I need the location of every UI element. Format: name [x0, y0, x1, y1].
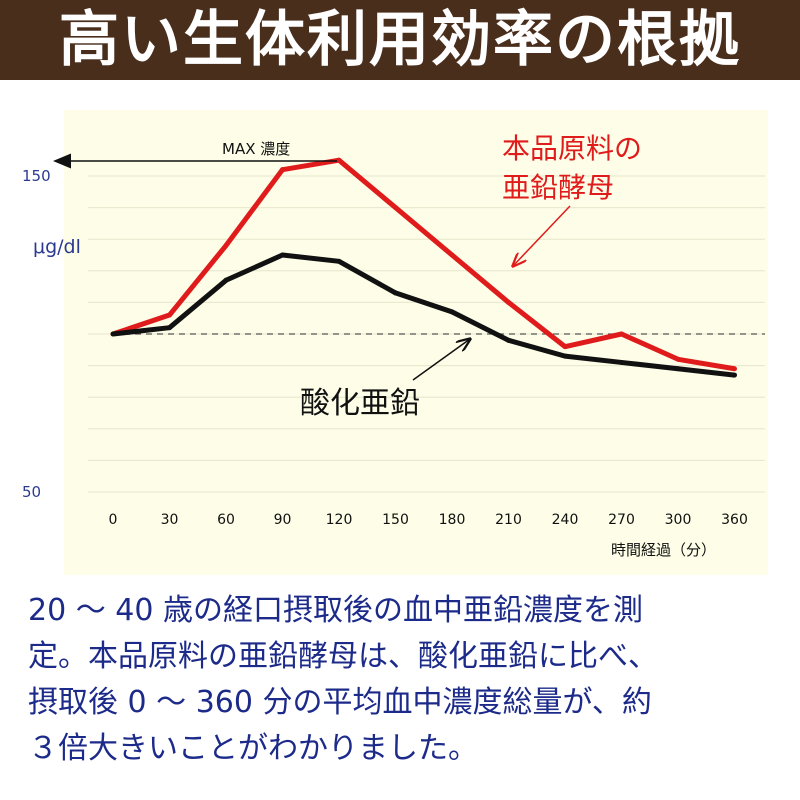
- data-point: [393, 205, 398, 211]
- caption-line-3: 摂取後 0 ～ 360 分の平均血中濃度総量が、約: [28, 685, 652, 720]
- caption-line-2: 定。本品原料の亜鉛酵母は、酸化亜鉛に比べ、: [28, 639, 658, 674]
- caption-line-4: ３倍大きいことがわかりました。: [28, 731, 478, 766]
- series-line-zinc-oxide: [112, 252, 735, 378]
- data-point: [167, 312, 172, 318]
- red-series-label-line2: 亜鉛酵母: [502, 171, 614, 204]
- max-label: MAX 濃度: [222, 140, 290, 158]
- x-tick-label: 180: [439, 512, 466, 528]
- data-point: [393, 290, 398, 296]
- series-line-zinc-yeast: [112, 157, 735, 372]
- data-point: [506, 337, 511, 343]
- data-point: [110, 331, 116, 337]
- y-tick-label-150: 150: [22, 167, 51, 185]
- data-point: [619, 359, 624, 365]
- data-point: [336, 258, 342, 264]
- data-point: [280, 167, 285, 173]
- data-point: [280, 252, 285, 258]
- data-point: [675, 366, 681, 372]
- data-point: [167, 325, 172, 331]
- caption-line-1: 20 ～ 40 歳の経口摂取後の血中亜鉛濃度を測: [28, 593, 643, 628]
- data-point: [449, 309, 455, 315]
- x-tick-label: 30: [161, 512, 179, 528]
- x-tick-label: 240: [552, 512, 579, 528]
- black-series-label: 酸化亜鉛: [300, 386, 420, 421]
- black-label-arrow: [412, 339, 470, 381]
- data-point: [675, 356, 681, 362]
- data-point: [223, 277, 229, 283]
- data-point: [619, 331, 624, 337]
- series-layer: [110, 157, 737, 378]
- x-tick-label: 360: [721, 512, 748, 528]
- x-tick-label: 300: [665, 512, 692, 528]
- data-point: [562, 353, 568, 359]
- plot-area: [64, 110, 768, 575]
- x-tick-label: 150: [382, 512, 409, 528]
- data-point: [506, 299, 511, 305]
- x-tick-label: 60: [217, 512, 235, 528]
- title-banner: 高い生体利用効率の根拠: [0, 0, 800, 80]
- x-axis-label: 時間経過（分）: [611, 541, 716, 559]
- caption: 20 ～ 40 歳の経口摂取後の血中亜鉛濃度を測 定。本品原料の亜鉛酵母は、酸化…: [28, 588, 778, 772]
- red-series-label-line1: 本品原料の: [502, 132, 642, 165]
- x-tick-label: 210: [495, 512, 522, 528]
- x-tick-label: 270: [608, 512, 635, 528]
- data-point: [732, 372, 737, 378]
- data-point: [223, 243, 229, 249]
- data-point: [732, 366, 737, 372]
- x-axis-ticks: 0 30 60 90 120 150 180 210 240 270 300 360: [109, 512, 748, 528]
- data-point: [336, 157, 342, 163]
- x-tick-label: 120: [326, 512, 353, 528]
- x-tick-label: 90: [274, 512, 292, 528]
- x-tick-label: 0: [109, 512, 118, 528]
- line-chart: 0 30 60 90 120 150 180 210 240 270 300 360 150 50 μ…: [22, 110, 768, 575]
- y-axis-label: μg/dl: [33, 236, 81, 258]
- y-tick-label-50: 50: [22, 483, 41, 501]
- data-point: [562, 344, 568, 350]
- data-point: [449, 252, 455, 258]
- page-title: 高い生体利用効率の根拠: [59, 5, 741, 75]
- red-label-arrow: [513, 205, 571, 266]
